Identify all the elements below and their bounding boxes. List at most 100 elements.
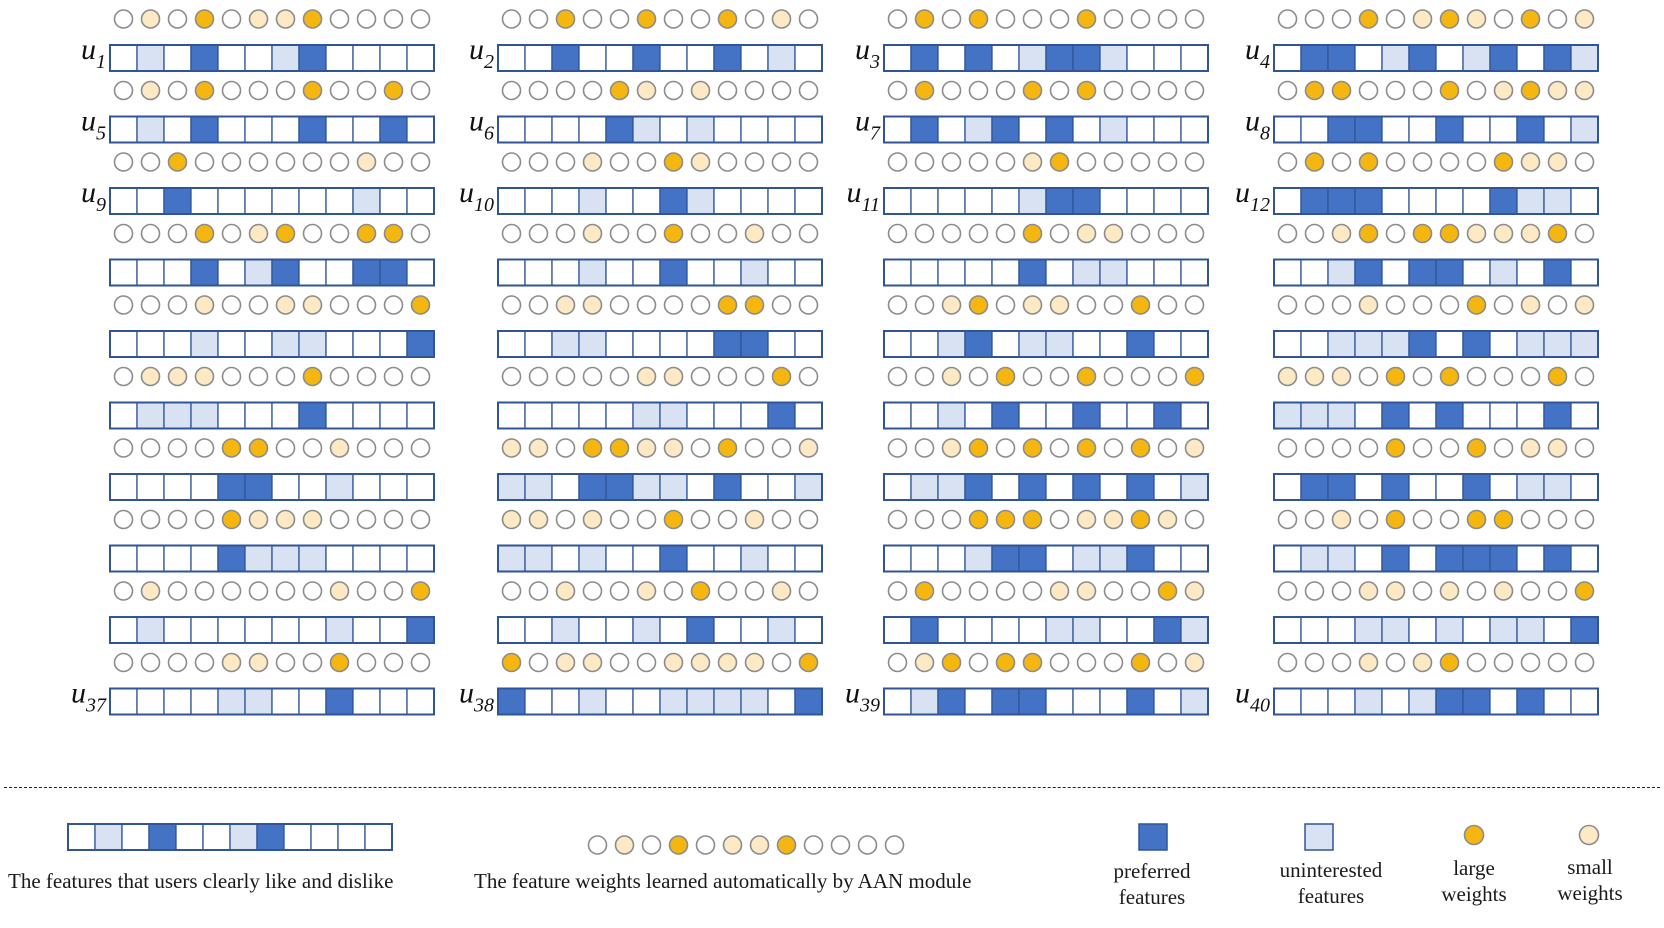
feature-cell: [1273, 544, 1302, 573]
weight-circle: [1049, 295, 1070, 315]
weight-circle: [1277, 438, 1298, 458]
feature-cell: [767, 187, 796, 215]
feature-cell: [271, 687, 300, 716]
weight-circle: [771, 152, 792, 172]
user-label: u37: [71, 677, 107, 717]
feature-cell: [497, 187, 526, 215]
weight-circle: [1493, 295, 1514, 315]
feature-cell: [1462, 187, 1491, 215]
feature-cell: [109, 258, 138, 287]
legend-large-circle: [1463, 824, 1485, 846]
feature-cell: [136, 687, 165, 716]
weight-circle: [275, 9, 296, 29]
weight-circle: [887, 652, 908, 673]
user-row: u8: [1245, 80, 1599, 145]
weight-circle: [1103, 152, 1124, 172]
legend-preferred-label: preferred features: [1092, 858, 1212, 910]
weight-circle: [1184, 652, 1205, 673]
weight-circle: [1184, 438, 1205, 458]
feature-cell: [1543, 544, 1572, 573]
feature-cell: [1435, 330, 1464, 358]
legend-example-cell: [94, 823, 123, 851]
weight-circle: [113, 9, 134, 29]
weight-circle: [1049, 366, 1070, 387]
feature-cell: [325, 187, 354, 215]
weight-circle: [744, 152, 765, 172]
feature-cell: [1300, 401, 1329, 430]
weight-circle: [356, 295, 377, 315]
feature-cell: [1381, 258, 1410, 287]
weight-circle: [1385, 295, 1406, 315]
weight-circle: [744, 366, 765, 387]
feature-frame: [883, 401, 1209, 430]
weight-circle: [1466, 223, 1487, 244]
weight-circle: [1277, 366, 1298, 387]
weight-circle: [1184, 9, 1205, 29]
feature-cell: [1045, 187, 1074, 215]
weight-circle: [113, 652, 134, 673]
feature-cell: [964, 687, 993, 716]
weight-circle: [1184, 581, 1205, 601]
feature-cell: [1099, 115, 1128, 144]
legend-preferred-line2: features: [1118, 885, 1186, 909]
legend-uninterested-label: uninterested features: [1256, 857, 1406, 909]
weight-circle: [717, 581, 738, 601]
weight-circle: [383, 438, 404, 458]
feature-cell: [298, 473, 327, 501]
feature-cell: [659, 473, 688, 501]
weight-circle: [1331, 366, 1352, 387]
feature-cell: [406, 187, 435, 215]
weight-circle: [1184, 366, 1205, 387]
feature-cell: [1516, 187, 1545, 215]
weight-circle: [410, 509, 431, 530]
weight-circle: [1184, 509, 1205, 530]
feature-cell: [1045, 616, 1074, 644]
feature-cell: [1354, 44, 1383, 72]
weight-circle: [501, 223, 522, 244]
weight-circle: [1157, 295, 1178, 315]
feature-cell: [605, 187, 634, 215]
weight-circle: [113, 295, 134, 315]
feature-cell: [1300, 616, 1329, 644]
feature-cell: [497, 44, 526, 72]
feature-cell: [991, 330, 1020, 358]
weight-circle: [744, 438, 765, 458]
weight-circle: [1466, 652, 1487, 673]
user-row: [109, 295, 435, 358]
weight-circle: [1277, 9, 1298, 29]
weight-circle: [663, 509, 684, 530]
weight-circle: [941, 295, 962, 315]
legend: [67, 823, 1600, 855]
feature-cell: [163, 687, 192, 716]
feature-cell: [767, 616, 796, 644]
weight-circle: [968, 223, 989, 244]
weight-circle: [798, 581, 819, 601]
feature-frame: [883, 187, 1209, 215]
feature-cell: [524, 687, 553, 716]
feature-cell: [497, 544, 526, 573]
feature-cell: [109, 687, 138, 716]
feature-cell: [659, 616, 688, 644]
feature-cell: [991, 44, 1020, 72]
weight-circle: [555, 9, 576, 29]
feature-cell: [632, 115, 661, 144]
feature-frame: [497, 473, 823, 501]
weight-circle: [1103, 80, 1124, 101]
weight-circle: [302, 509, 323, 530]
feature-cell: [551, 258, 580, 287]
weight-circle: [528, 223, 549, 244]
weight-circle: [194, 152, 215, 172]
weight-circle: [555, 80, 576, 101]
weight-circle: [410, 581, 431, 601]
legend-example-weight-circle: [641, 835, 662, 855]
feature-cell: [1408, 544, 1437, 573]
feature-cell: [298, 44, 327, 72]
user-row: [883, 438, 1209, 501]
legend-example-cell: [202, 823, 231, 851]
feature-cell: [937, 187, 966, 215]
weight-circle: [1304, 509, 1325, 530]
feature-cell: [794, 258, 823, 287]
feature-frame: [1273, 473, 1599, 501]
feature-cell: [298, 330, 327, 358]
weight-circle: [1358, 366, 1379, 387]
